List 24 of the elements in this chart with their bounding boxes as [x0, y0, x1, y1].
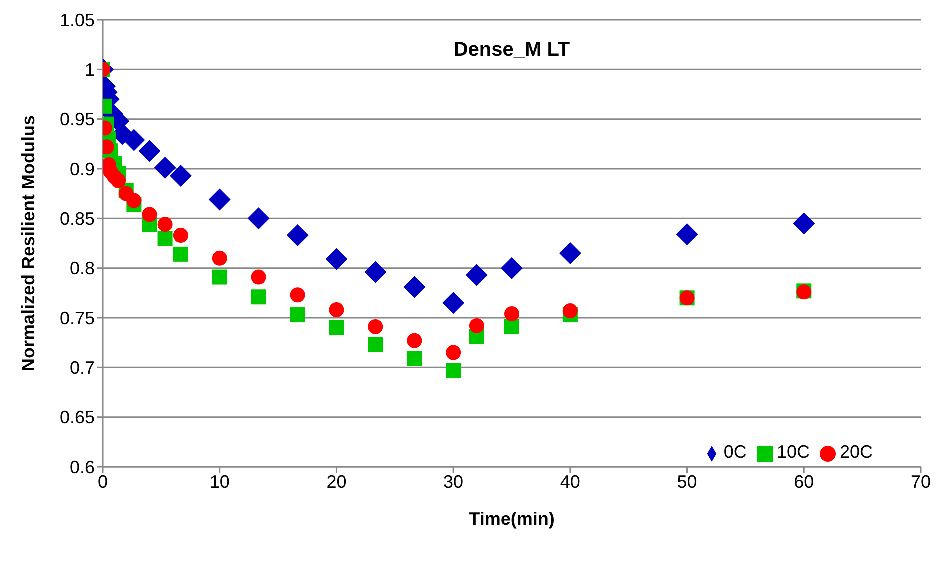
y-tick-label: 0.95: [60, 110, 95, 130]
y-tick-label: 1.05: [60, 10, 95, 30]
y-tick-label: 0.9: [70, 159, 95, 180]
x-tick-label: 40: [560, 472, 580, 492]
text: Dense_M LT: [454, 39, 570, 61]
legend-label: 10C: [776, 442, 810, 462]
y-axis-title: Normalized Resilient Modulus: [18, 115, 38, 372]
y-tick-label: 0.75: [60, 308, 95, 328]
legend-label: 0C: [724, 442, 747, 462]
x-tick-label: 70: [910, 472, 932, 492]
y-tick-label: 0.85: [60, 209, 95, 230]
legend-label: 20C: [840, 442, 873, 462]
x-tick-label: 50: [677, 472, 698, 492]
y-tick-label: 0.65: [60, 408, 95, 428]
x-tick-label: 30: [444, 472, 464, 492]
x-tick-label: 0: [98, 472, 108, 492]
y-tick-label: 1: [84, 60, 95, 80]
x-axis-title: Time(min): [469, 508, 555, 529]
x-tick-label: 60: [794, 472, 814, 492]
y-tick-label: 0.7: [70, 358, 95, 378]
y-tick-label: 0.8: [70, 258, 95, 279]
x-tick-label: 10: [210, 472, 230, 492]
x-tick-label: 20: [326, 472, 347, 492]
y-tick-label: 0.6: [70, 457, 95, 478]
